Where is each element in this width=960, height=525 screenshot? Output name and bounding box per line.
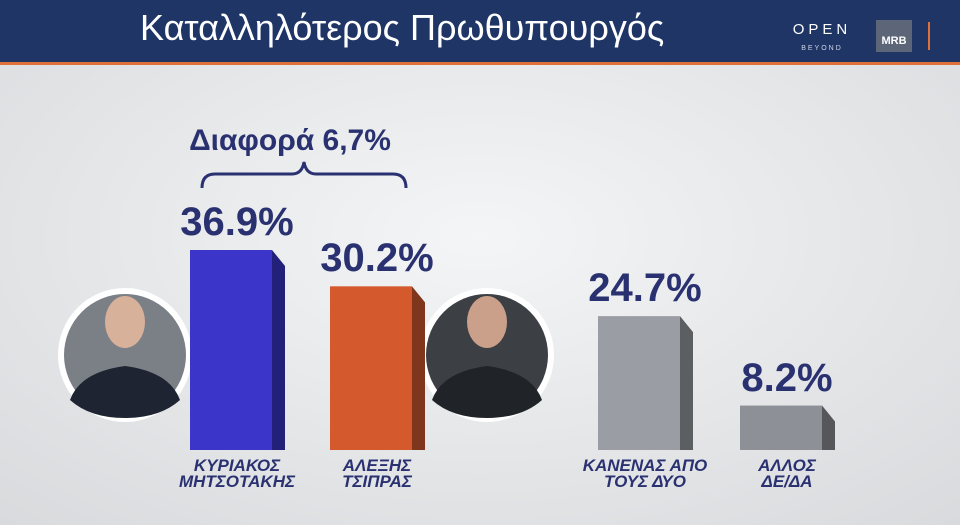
annotation: Διαφορά 6,7% [189,124,391,157]
bar [598,316,680,450]
bar [740,405,822,450]
bar-side [272,250,285,450]
pollster: MRB [881,35,906,47]
bar-side [412,286,425,450]
bar-side [822,405,835,450]
value-label: 36.9% [180,200,294,244]
photo [58,288,192,422]
pollster-box [876,20,912,52]
value-label: 8.2% [741,355,833,400]
brace [200,161,408,189]
category-label: ΚΑΝΕΝΑΣ ΑΠΟ ΤΟΥΣ ΔΥΟ [582,456,708,491]
value-label: 24.7% [588,266,702,311]
chart-title: Καταλληλότερος Πρωθυπουργός [140,7,664,48]
divider [928,22,930,50]
header-line [0,62,960,65]
bar [190,250,272,450]
logo-sub: BEYOND [801,45,843,52]
bar [330,286,412,450]
category-label: ΚΥΡΙΑΚΟΣ ΜΗΤΣΟΤΑΚΗΣ [178,456,296,491]
category-label: ΑΛΕΞΗΣ ΤΣΙΠΡΑΣ [342,456,412,491]
photo [420,288,554,422]
logo: OPEN [793,21,852,38]
bar-side [680,316,693,450]
header-band [0,0,960,62]
value-label: 30.2% [320,236,434,281]
category-label: ΑΛΛΟΣ ΔΕ/ΔΑ [758,456,816,491]
